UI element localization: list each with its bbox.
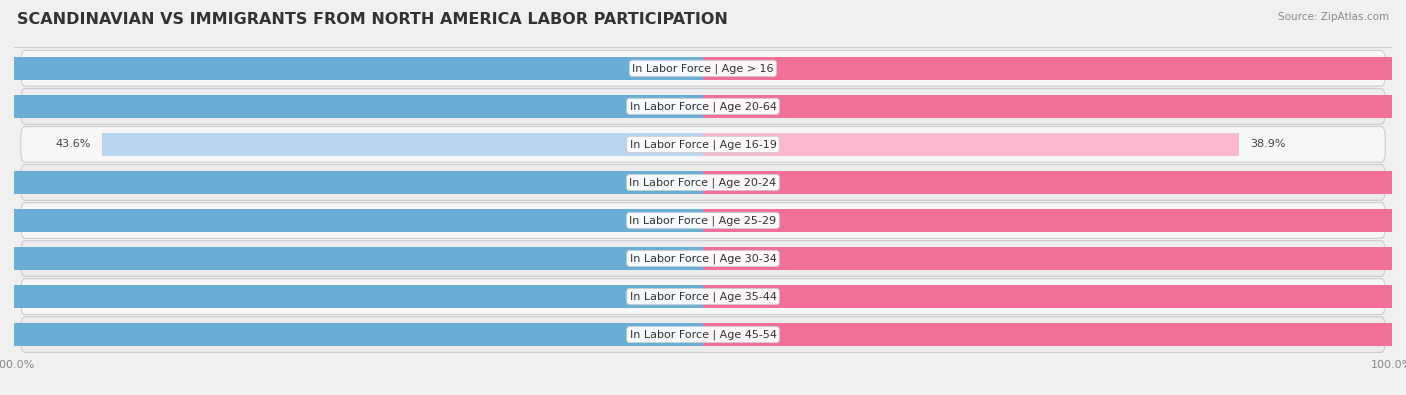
Bar: [0, 323, 703, 346]
Bar: [703, 209, 1406, 232]
FancyBboxPatch shape: [21, 51, 1385, 86]
FancyBboxPatch shape: [21, 278, 1385, 314]
Bar: [0, 171, 703, 194]
Text: In Labor Force | Age 20-64: In Labor Force | Age 20-64: [630, 101, 776, 112]
Text: In Labor Force | Age 45-54: In Labor Force | Age 45-54: [630, 329, 776, 340]
Bar: [703, 56, 1406, 80]
Text: In Labor Force | Age 25-29: In Labor Force | Age 25-29: [630, 215, 776, 226]
FancyBboxPatch shape: [21, 88, 1385, 124]
FancyBboxPatch shape: [21, 203, 1385, 238]
Bar: [0, 247, 703, 270]
Text: In Labor Force | Age 16-19: In Labor Force | Age 16-19: [630, 139, 776, 150]
FancyBboxPatch shape: [21, 165, 1385, 200]
Bar: [0, 94, 703, 118]
Text: In Labor Force | Age 20-24: In Labor Force | Age 20-24: [630, 177, 776, 188]
Bar: [703, 285, 1406, 308]
Text: In Labor Force | Age 35-44: In Labor Force | Age 35-44: [630, 291, 776, 302]
Bar: [703, 323, 1406, 346]
Text: 38.9%: 38.9%: [1250, 139, 1285, 149]
FancyBboxPatch shape: [21, 241, 1385, 276]
Bar: [703, 247, 1406, 270]
Bar: [0, 209, 703, 232]
Text: In Labor Force | Age > 16: In Labor Force | Age > 16: [633, 63, 773, 73]
Bar: [703, 94, 1406, 118]
Text: In Labor Force | Age 30-34: In Labor Force | Age 30-34: [630, 253, 776, 264]
Bar: [703, 133, 1239, 156]
Text: Source: ZipAtlas.com: Source: ZipAtlas.com: [1278, 12, 1389, 22]
FancyBboxPatch shape: [21, 317, 1385, 352]
Bar: [703, 171, 1406, 194]
Bar: [0, 285, 703, 308]
Text: 43.6%: 43.6%: [56, 139, 91, 149]
Text: SCANDINAVIAN VS IMMIGRANTS FROM NORTH AMERICA LABOR PARTICIPATION: SCANDINAVIAN VS IMMIGRANTS FROM NORTH AM…: [17, 12, 728, 27]
Bar: [0, 56, 703, 80]
FancyBboxPatch shape: [21, 126, 1385, 162]
Bar: [103, 133, 703, 156]
